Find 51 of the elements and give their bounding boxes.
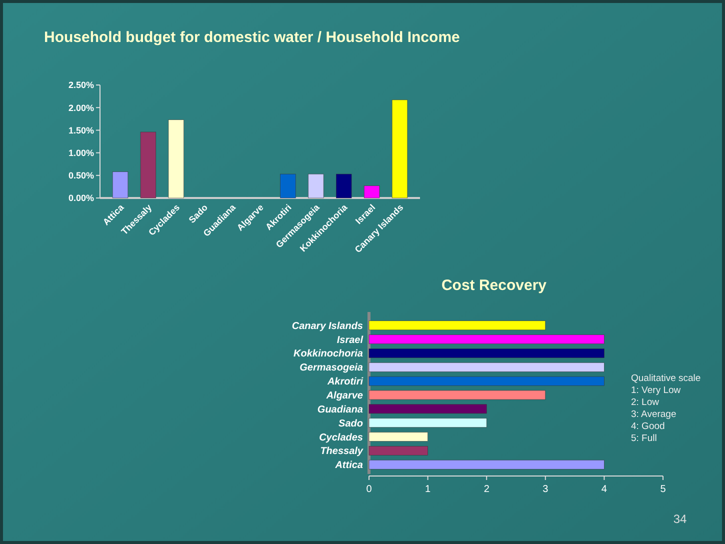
annotation: 4: Good bbox=[631, 421, 665, 432]
bar bbox=[112, 172, 128, 198]
y-tick-label: Kokkinochoria bbox=[294, 348, 364, 360]
y-tick-label: Sado bbox=[338, 418, 363, 430]
x-tick-label: 3 bbox=[542, 484, 549, 495]
x-tick-label: 5 bbox=[660, 484, 666, 495]
y-tick-label: Akrotiri bbox=[326, 376, 364, 388]
bar bbox=[368, 376, 604, 386]
bar bbox=[280, 174, 296, 198]
annotation: 3: Average bbox=[631, 409, 676, 420]
y-tick-label: 0.00% bbox=[68, 193, 94, 204]
bar bbox=[368, 404, 487, 414]
x-tick-label: 2 bbox=[484, 484, 490, 495]
y-tick-label: 1.00% bbox=[68, 148, 94, 158]
bar bbox=[368, 390, 546, 400]
y-tick-label: 0.50% bbox=[68, 170, 94, 181]
y-tick-label: Attica bbox=[334, 460, 364, 472]
annotation: 5: Full bbox=[631, 433, 657, 444]
bar bbox=[336, 174, 352, 198]
y-tick-label: Thessaly bbox=[320, 446, 364, 458]
bar bbox=[368, 460, 604, 470]
y-tick-label: Israel bbox=[336, 334, 364, 346]
bar bbox=[368, 334, 604, 344]
y-tick-label: Canary Islands bbox=[292, 320, 364, 332]
y-tick-label: 2.50% bbox=[68, 80, 94, 90]
bar bbox=[368, 446, 428, 456]
bar bbox=[308, 174, 324, 198]
bar bbox=[392, 100, 408, 198]
bar bbox=[368, 362, 604, 372]
bar bbox=[368, 432, 428, 442]
annotation: 1: Very Low bbox=[631, 385, 681, 396]
bar bbox=[140, 132, 156, 198]
annotation: Qualitative scale bbox=[631, 373, 701, 384]
y-tick-label: 1.50% bbox=[68, 125, 94, 136]
x-tick-label: 4 bbox=[601, 484, 608, 495]
y-tick-label: 2.00% bbox=[68, 102, 94, 113]
y-tick-label: Guadiana bbox=[317, 404, 364, 416]
text: 34 bbox=[673, 512, 687, 526]
y-tick-label: Cyclades bbox=[319, 432, 364, 444]
bar bbox=[364, 186, 380, 198]
annotation: 2: Low bbox=[631, 397, 660, 408]
y-tick-label: Algarve bbox=[325, 390, 364, 402]
chart-title: Cost Recovery bbox=[441, 277, 548, 294]
bar bbox=[368, 418, 487, 428]
chart-title: Household budget for domestic water / Household Income bbox=[44, 29, 460, 46]
x-tick-label: 0 bbox=[366, 484, 372, 495]
bar bbox=[168, 120, 184, 198]
x-tick-label: 1 bbox=[425, 484, 432, 495]
bar bbox=[368, 320, 546, 330]
y-tick-label: Germasogeia bbox=[300, 362, 364, 374]
bar bbox=[368, 348, 604, 358]
